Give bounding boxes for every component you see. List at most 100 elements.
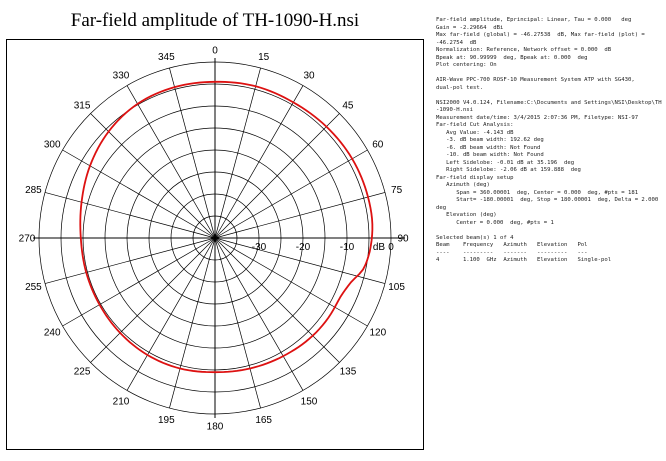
grid-spoke: [214, 237, 340, 363]
info-line: Bpeak at: 90.99999 deg, Bpeak at: 0.000 …: [436, 54, 588, 61]
grid-spoke: [214, 113, 340, 239]
grid-spoke: [44, 192, 216, 239]
angle-tick-label: 135: [340, 366, 357, 377]
grid-spoke: [214, 67, 261, 239]
angle-tick-label: 30: [303, 71, 315, 82]
radial-tick-label: -30: [252, 242, 267, 253]
angle-tick-label: 330: [113, 71, 130, 82]
info-line: [436, 92, 664, 100]
data-point: [327, 316, 330, 319]
info-line: Avg Value: -4.143 dB: [436, 129, 514, 136]
grid-spoke: [62, 237, 216, 327]
grid-spoke: [214, 85, 304, 239]
angle-tick-label: 270: [19, 234, 36, 245]
angle-tick-label: 150: [301, 396, 318, 407]
angle-tick-label: 210: [113, 396, 130, 407]
radial-unit-label: dB: [373, 242, 386, 253]
data-point: [179, 367, 181, 370]
angle-tick-label: 315: [74, 101, 91, 112]
data-point: [350, 281, 352, 283]
grid-spoke: [62, 149, 216, 239]
angle-tick-label: 120: [369, 328, 386, 339]
data-point: [351, 158, 353, 160]
info-line: -3. dB beam width: 192.62 deg: [436, 137, 544, 143]
angle-tick-label: 75: [391, 185, 403, 196]
info-line: NSI2000 V4.0.124, Filename:C:\Documents …: [436, 99, 662, 106]
grid-spoke: [44, 237, 216, 284]
data-point: [362, 268, 364, 271]
data-point: [292, 101, 294, 103]
data-point: [85, 271, 87, 274]
info-line: 4 1.100 GHz Azimuth Elevation Single-pol: [436, 257, 612, 263]
info-line: Start= -180.00001 deg, Stop = 180.00001 …: [436, 197, 659, 203]
data-point: [325, 126, 327, 128]
info-line: Far-field amplitude, Eprincipal: Linear,…: [436, 17, 632, 23]
grid-spoke: [126, 237, 216, 391]
info-line: Azimuth (deg): [436, 182, 490, 188]
info-line: dual-pol test.: [436, 84, 484, 91]
info-line: AIR-Wave PPC-700 ROSF-10 Measurement Sys…: [436, 77, 635, 83]
info-line: [436, 70, 664, 78]
info-line: Plot centering: On: [436, 62, 497, 68]
info-line: Far-field display setup: [436, 174, 514, 181]
data-point: [282, 355, 284, 357]
info-line: deg: [436, 204, 447, 211]
info-line: Elevation (deg): [436, 212, 497, 218]
grid-spoke: [169, 67, 216, 239]
series-line: [79, 80, 374, 374]
data-point: [312, 335, 314, 337]
info-line: Span = 360.00001 deg, Center = 0.000 deg…: [436, 189, 639, 196]
angle-tick-label: 240: [44, 328, 61, 339]
data-point: [369, 250, 371, 253]
angle-tick-label: 285: [25, 185, 42, 196]
grid-spoke: [214, 149, 368, 239]
data-point: [367, 196, 369, 198]
angle-tick-label: 345: [158, 52, 175, 63]
radial-tick-label: -20: [296, 242, 311, 253]
angle-tick-label: 0: [212, 46, 218, 57]
info-line: -46.2754 dB: [436, 39, 477, 46]
data-point: [340, 295, 342, 298]
info-line: Normalization: Reference, Network offset…: [436, 47, 612, 53]
info-line: Right Sidelobe: -2.06 dB at 159.888 deg: [436, 167, 581, 173]
grid-spoke: [169, 237, 216, 409]
data-point: [146, 354, 149, 356]
info-line: Max far-field (global) = -46.27538 dB, M…: [436, 32, 645, 38]
angle-tick-label: 195: [158, 415, 175, 426]
data-point: [119, 332, 121, 334]
angle-tick-label: 165: [255, 415, 272, 426]
data-point: [136, 103, 139, 105]
angle-tick-label: 60: [372, 140, 384, 151]
angle-tick-label: 225: [74, 366, 91, 377]
data-point: [98, 304, 101, 306]
data-point: [89, 165, 91, 167]
angle-tick-label: 255: [25, 282, 42, 293]
info-line: [436, 227, 664, 235]
info-line: -10. dB beam width: Not Found: [436, 152, 544, 158]
grid-spoke: [126, 85, 216, 239]
info-line: Measurement date/time: 3/4/2015 2:07:36 …: [436, 114, 639, 121]
angle-tick-label: 45: [342, 101, 354, 112]
data-point: [80, 237, 82, 239]
info-line: -1090-H.nsi: [436, 107, 474, 113]
chart-title: Far-field amplitude of TH-1090-H.nsi: [70, 10, 360, 31]
data-point: [255, 85, 257, 87]
data-point: [371, 223, 373, 225]
angle-tick-label: 90: [397, 234, 409, 245]
data-point: [214, 81, 216, 83]
angle-tick-label: 180: [207, 422, 224, 433]
grid-spoke: [214, 192, 386, 239]
info-line: Selected beam(s) 1 of 4: [436, 234, 514, 241]
grid-spoke: [214, 237, 261, 409]
angle-tick-label: 105: [388, 282, 405, 293]
data-point: [249, 367, 251, 370]
grid-spoke: [90, 237, 216, 363]
radial-tick-label: 0: [388, 242, 394, 253]
data-point: [80, 201, 83, 203]
info-line: Center = 0.000 deg, #pts = 1: [436, 219, 554, 226]
info-line: Beam Frequency Azimuth Elevation Pol: [436, 242, 588, 248]
angle-tick-label: 300: [44, 140, 61, 151]
info-line: Left Sidelobe: -0.01 dB at 35.196 deg: [436, 159, 575, 166]
grid-spoke: [90, 113, 216, 239]
